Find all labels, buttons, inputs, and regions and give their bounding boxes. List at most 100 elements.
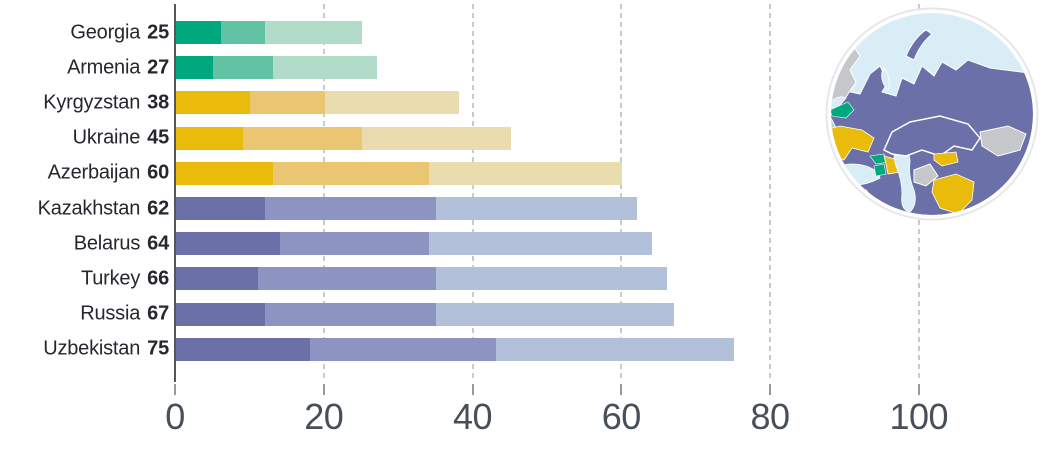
country-value: 64 (147, 232, 169, 255)
central-asia-gold-country (931, 173, 975, 215)
kyrgyzstan (933, 151, 959, 167)
bar-uzbekistan (176, 337, 734, 361)
bar-segment-3 (324, 91, 459, 115)
mongolia (979, 125, 1027, 157)
bar-azerbaijan (176, 161, 623, 185)
turkey (831, 185, 875, 211)
country-name: Kyrgyzstan (43, 91, 141, 114)
x-tick-60 (620, 384, 623, 395)
row-label-turkey: Turkey 66 (0, 267, 169, 290)
armenia (873, 163, 887, 177)
bar-kyrgyzstan (176, 91, 459, 115)
bar-segment-1 (176, 161, 273, 185)
bar-segment-2 (309, 337, 496, 361)
gridline-20 (322, 4, 325, 382)
x-tick-0 (174, 384, 176, 395)
caspian-sea (893, 143, 916, 213)
country-value: 67 (147, 302, 169, 325)
bar-armenia (176, 56, 377, 80)
bar-segment-2 (280, 232, 429, 256)
country-name: Georgia (70, 21, 141, 43)
bar-segment-1 (176, 56, 214, 80)
map-inset-globe (825, 7, 1039, 221)
bar-ukraine (176, 126, 511, 150)
bar-segment-3 (436, 197, 638, 220)
bar-segment-3 (436, 302, 675, 326)
bar-segment-3 (272, 56, 377, 80)
country-value: 38 (147, 91, 169, 114)
bar-russia (176, 302, 675, 326)
bar-segment-1 (176, 267, 258, 291)
bar-segment-3 (436, 267, 667, 291)
country-name: Armenia (67, 56, 141, 79)
bar-segment-2 (242, 126, 362, 150)
country-name: Belarus (73, 232, 141, 255)
bar-segment-1 (176, 337, 310, 361)
country-value: 75 (147, 337, 169, 360)
country-name: Azerbaijan (47, 161, 141, 184)
bar-segment-3 (428, 232, 652, 256)
bar-segment-1 (176, 302, 266, 326)
x-tick-40 (471, 384, 474, 395)
country-name: Ukraine (72, 126, 141, 149)
x-tick-80 (769, 384, 771, 395)
bar-segment-3 (495, 337, 734, 361)
middle-east (839, 209, 877, 215)
central-asia-gray-country (913, 163, 939, 187)
x-tick-label-20: 20 (304, 396, 344, 437)
novaya-zemlya-islands (905, 29, 933, 61)
bar-segment-2 (265, 302, 437, 326)
row-label-kazakhstan: Kazakhstan 62 (0, 197, 170, 220)
bar-segment-1 (176, 232, 281, 256)
country-name: Russia (80, 302, 141, 325)
bar-segment-1 (176, 197, 266, 220)
baltic-country (831, 101, 855, 119)
row-label-ukraine: Ukraine 45 (0, 126, 170, 150)
bar-georgia (176, 21, 362, 44)
country-value: 25 (147, 21, 169, 43)
gridline-60 (620, 4, 623, 382)
country-name: Uzbekistan (43, 337, 141, 360)
gridline-40 (471, 4, 474, 382)
row-label-georgia: Georgia 25 (0, 21, 169, 44)
bar-segment-2 (272, 161, 429, 185)
row-label-armenia: Armenia 27 (0, 56, 169, 79)
bar-segment-1 (176, 21, 221, 44)
country-value: 66 (147, 267, 169, 290)
gridline-80 (769, 4, 771, 382)
y-axis-line (174, 4, 176, 382)
map-outer-ring (825, 7, 1039, 221)
row-label-belarus: Belarus 64 (0, 232, 169, 255)
row-label-russia: Russia 67 (0, 303, 169, 326)
bar-segment-2 (265, 197, 437, 220)
country-value: 27 (147, 56, 169, 79)
ukraine (831, 125, 875, 161)
bar-turkey (176, 267, 667, 291)
bar-segment-1 (176, 91, 251, 115)
row-label-kyrgyzstan: Kyrgyzstan 38 (0, 91, 169, 114)
country-value: 60 (147, 161, 169, 184)
x-tick-100 (917, 384, 920, 395)
x-tick-label-100: 100 (889, 396, 949, 437)
x-tick-label-60: 60 (601, 396, 642, 437)
x-tick-label-80: 80 (750, 396, 790, 437)
row-label-azerbaijan: Azerbaijan 60 (0, 161, 170, 185)
bar-segment-3 (428, 161, 623, 185)
row-label-uzbekistan: Uzbekistan 75 (0, 338, 169, 361)
white-sea (881, 67, 890, 91)
bar-segment-2 (220, 21, 266, 44)
x-tick-20 (322, 384, 325, 395)
bar-belarus (176, 232, 652, 256)
country-name: Turkey (80, 267, 141, 290)
map-white-rim (827, 9, 1037, 219)
bar-segment-1 (176, 126, 243, 150)
map-inset (822, 4, 1042, 224)
kazakhstan (883, 115, 981, 157)
country-value: 45 (147, 126, 169, 149)
x-tick-label-0: 0 (165, 396, 185, 437)
country-name: Kazakhstan (37, 197, 141, 219)
bar-segment-3 (265, 21, 362, 44)
bar-segment-3 (361, 126, 511, 150)
bar-segment-2 (250, 91, 325, 115)
